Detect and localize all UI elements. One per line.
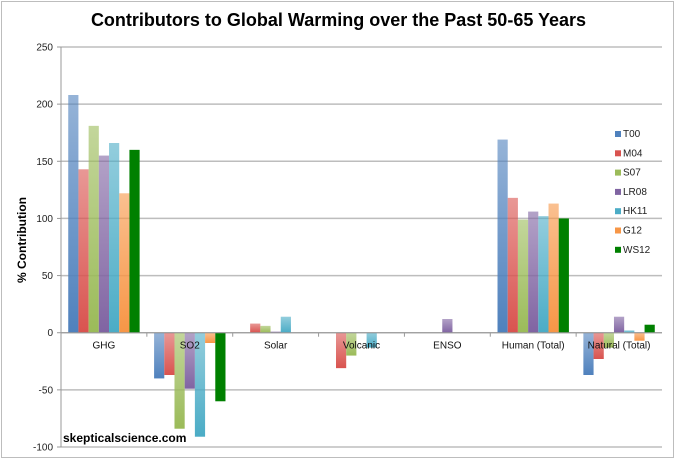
bar-hk11-5 — [538, 216, 549, 333]
legend-swatch — [615, 227, 621, 234]
y-tick-label: 50 — [42, 271, 54, 282]
bar-g12-0 — [119, 193, 130, 333]
bar-ws12-1 — [215, 332, 226, 402]
bar-t00-6 — [583, 332, 594, 375]
legend-label: LR08 — [623, 187, 647, 198]
bar-m04-3 — [336, 332, 347, 369]
bar-g12-6 — [634, 332, 645, 341]
legend-swatch — [615, 188, 621, 195]
y-tick-label: 150 — [36, 157, 53, 168]
y-tick-label: -50 — [39, 385, 54, 396]
y-tick-label: 100 — [36, 214, 53, 225]
x-category-label: Solar — [264, 341, 288, 352]
x-category-label: SO2 — [180, 341, 200, 352]
bar-s07-3 — [346, 332, 357, 356]
watermark: skepticalscience.com — [63, 431, 186, 445]
bar-m04-1 — [164, 332, 175, 375]
bar-lr08-5 — [528, 211, 539, 333]
chart-title: Contributors to Global Warming over the … — [90, 10, 587, 30]
x-category-label: Natural (Total) — [588, 341, 651, 352]
bar-hk11-1 — [194, 332, 206, 437]
legend-label: M04 — [623, 148, 643, 159]
y-tick-label: 0 — [47, 328, 53, 339]
bar-ws12-5 — [558, 218, 569, 333]
bar-g12-5 — [548, 203, 559, 333]
x-category-label: Human (Total) — [502, 341, 565, 352]
legend-swatch — [615, 246, 621, 253]
legend-label: S07 — [623, 168, 641, 179]
bar-hk11-2 — [280, 316, 291, 333]
legend-label: T00 — [623, 129, 641, 140]
y-tick-label: 250 — [36, 43, 53, 54]
bar-t00-0 — [68, 95, 79, 333]
legend-swatch — [615, 131, 621, 137]
bar-s07-5 — [517, 219, 529, 333]
bar-s07-6 — [603, 332, 614, 348]
x-category-label: Volcanic — [343, 341, 380, 352]
bar-lr08-2 — [270, 331, 281, 333]
bar-ws12-6 — [644, 324, 655, 333]
x-category-label: ENSO — [433, 341, 462, 352]
bar-hk11-6 — [624, 330, 635, 333]
bar-s07-1 — [174, 332, 185, 429]
bar-m04-6 — [593, 332, 604, 359]
bar-lr08-1 — [184, 332, 195, 389]
bar-t00-5 — [497, 139, 508, 333]
y-tick-label: -100 — [33, 443, 53, 454]
bar-lr08-4 — [442, 319, 453, 333]
legend-label: G12 — [623, 226, 642, 237]
legend-swatch — [615, 208, 621, 215]
bar-lr08-0 — [98, 155, 110, 333]
bar-lr08-6 — [613, 316, 625, 333]
y-axis-label: % Contribution — [15, 197, 29, 283]
bar-hk11-3 — [366, 332, 377, 348]
bar-m04-2 — [250, 323, 261, 333]
legend-label: WS12 — [623, 245, 651, 256]
bar-s07-0 — [88, 125, 99, 333]
bar-ws12-0 — [129, 149, 140, 333]
x-category-label: GHG — [93, 341, 116, 352]
bar-m04-5 — [507, 197, 518, 333]
bar-s07-2 — [260, 325, 271, 333]
legend-swatch — [615, 169, 621, 176]
bar-m04-0 — [78, 169, 89, 333]
legend-label: HK11 — [623, 206, 648, 217]
bar-g12-1 — [205, 332, 216, 343]
legend-swatch — [615, 150, 621, 157]
y-tick-label: 200 — [36, 100, 53, 111]
bar-hk11-0 — [109, 143, 120, 333]
bar-t00-1 — [154, 332, 165, 379]
